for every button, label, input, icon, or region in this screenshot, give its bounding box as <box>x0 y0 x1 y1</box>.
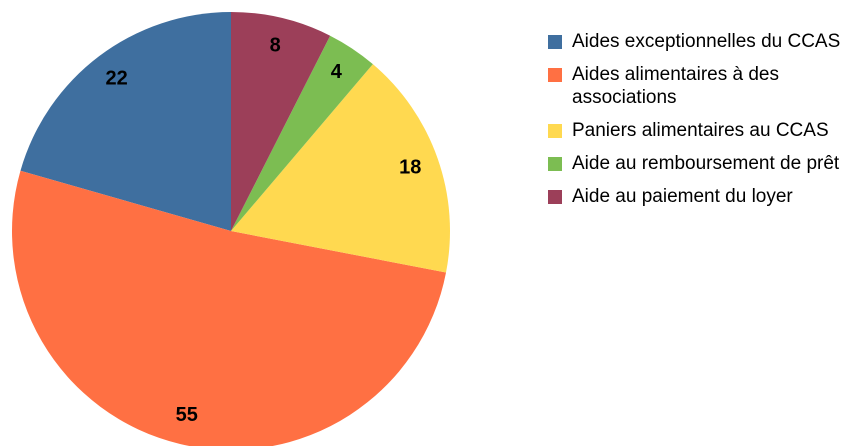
legend-label: Aide au paiement du loyer <box>572 186 793 207</box>
legend: Aides exceptionnelles du CCAS Aides alime… <box>548 30 853 218</box>
pie-slice <box>20 12 232 231</box>
legend-label: Aides exceptionnelles du CCAS <box>572 31 841 52</box>
data-label: 22 <box>106 68 128 90</box>
data-label: 8 <box>270 34 281 56</box>
pie-slice <box>231 12 331 231</box>
legend-item: Paniers alimentaires au CCAS <box>548 119 853 142</box>
data-label: 18 <box>399 156 421 178</box>
pie-slice <box>231 35 373 232</box>
legend-label: Aides alimentaires à des associations <box>572 64 779 108</box>
legend-swatch <box>548 68 562 82</box>
legend-item: Aide au remboursement de prêt <box>548 152 853 175</box>
legend-label: Aide au remboursement de prêt <box>572 153 840 174</box>
data-label: 4 <box>331 61 343 83</box>
legend-item: Aides alimentaires à des associations <box>548 63 853 109</box>
legend-swatch <box>548 190 562 204</box>
legend-swatch <box>548 35 562 49</box>
pie-slice <box>231 64 450 273</box>
legend-swatch <box>548 124 562 138</box>
pie-slice <box>12 170 447 446</box>
legend-item: Aides exceptionnelles du CCAS <box>548 30 853 53</box>
legend-label: Paniers alimentaires au CCAS <box>572 120 829 141</box>
data-label: 55 <box>176 404 198 426</box>
legend-item: Aide au paiement du loyer <box>548 185 853 208</box>
pie: 22 55 18 4 8 <box>12 12 450 446</box>
legend-swatch <box>548 157 562 171</box>
